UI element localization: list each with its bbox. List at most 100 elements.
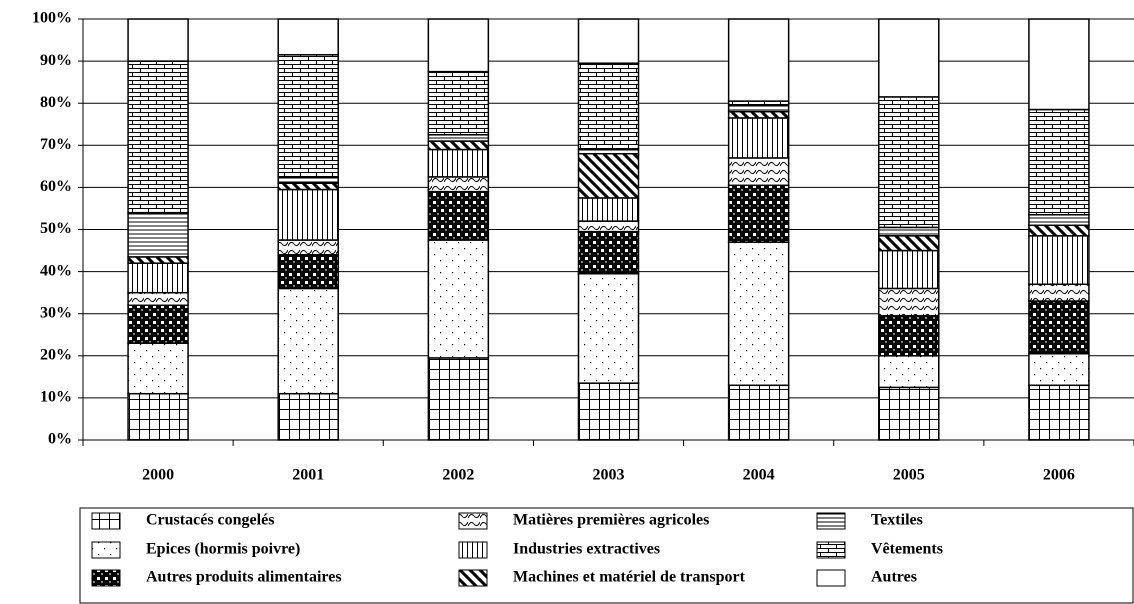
bar-segment (727, 18, 790, 102)
bar-segment (727, 184, 790, 243)
bar-segment (127, 342, 189, 395)
bar-segment (1028, 224, 1090, 237)
bar-segment (1028, 18, 1090, 111)
bar-segment (727, 157, 790, 187)
x-tick-label: 2004 (743, 467, 775, 484)
y-tick-label: 50% (40, 220, 72, 237)
y-tick-label: 80% (40, 94, 72, 111)
bar-segment (427, 140, 490, 151)
y-tick-label: 100% (32, 10, 72, 27)
legend-swatch (91, 512, 121, 530)
bar-segment (1028, 283, 1090, 302)
bar-segment (878, 287, 940, 317)
legend-swatch (816, 569, 846, 587)
y-tick-label: 30% (40, 304, 72, 321)
bar-segment (127, 211, 189, 258)
bar-segment (427, 70, 490, 136)
bar-segment (127, 304, 189, 344)
bar-segment (127, 392, 189, 441)
legend-label: Machines et matériel de transport (513, 569, 746, 586)
bar-segment (127, 60, 189, 214)
bar-segment (277, 239, 339, 256)
bar-segment (277, 176, 339, 184)
y-tick-label: 90% (40, 52, 72, 69)
legend-label: Epices (hormis poivre) (146, 541, 300, 558)
legend-box (79, 507, 1134, 604)
bar-segment (577, 18, 640, 64)
bar-segment (577, 152, 640, 199)
bar-segment (127, 18, 189, 62)
legend-swatch (458, 541, 488, 559)
bar-segment (577, 230, 640, 275)
bar-segment (427, 239, 490, 359)
bar-segment (277, 287, 339, 395)
legend-swatch (91, 541, 121, 559)
bar-segment (277, 254, 339, 290)
bar-segment (277, 392, 339, 441)
bar-segment (878, 315, 940, 357)
y-tick-label: 60% (40, 178, 72, 195)
y-tick-label: 40% (40, 262, 72, 279)
bar-segment (727, 110, 790, 119)
legend-label: Autres produits alimentaires (146, 569, 342, 586)
x-tick-label: 2001 (292, 467, 324, 484)
bar-segment (878, 235, 940, 252)
legend-label: Textiles (871, 512, 923, 529)
bar-segment (878, 96, 940, 229)
bar-segment (878, 386, 940, 441)
x-tick-label: 2006 (1043, 467, 1075, 484)
legend-swatch (816, 512, 846, 530)
bar-segment (277, 182, 339, 191)
x-tick-label: 2002 (442, 467, 474, 484)
bar-segment (727, 117, 790, 159)
y-tick-label: 10% (40, 389, 72, 406)
bar-segment (727, 241, 790, 387)
bar-segment (277, 188, 339, 241)
legend-swatch (458, 569, 488, 587)
bar-segment (1028, 214, 1090, 227)
bar-segment (127, 291, 189, 307)
bar-segment (427, 18, 490, 73)
bar-segment (127, 262, 189, 294)
bar-segment (1028, 235, 1090, 285)
bar-segment (1028, 108, 1090, 216)
bar-segment (577, 62, 640, 151)
bar-segment (1028, 384, 1090, 441)
bar-segment (427, 148, 490, 178)
y-tick-label: 0% (48, 431, 72, 448)
bar-segment (577, 272, 640, 384)
legend-label: Matières premières agricoles (513, 512, 709, 529)
bar-segment (878, 18, 940, 98)
bar-segment (427, 176, 490, 193)
bar-segment (277, 54, 339, 178)
bar-segment (577, 197, 640, 222)
x-tick-label: 2000 (142, 467, 174, 484)
legend-label: Crustacés congelés (146, 512, 274, 529)
bar-segment (727, 104, 790, 113)
legend-label: Autres (871, 569, 917, 586)
bar-segment (127, 256, 189, 264)
x-tick-label: 2003 (593, 467, 625, 484)
bar-segment (727, 384, 790, 441)
legend-swatch (816, 541, 846, 559)
bar-segment (878, 355, 940, 389)
bar-segment (427, 134, 490, 142)
legend-swatch (91, 569, 121, 587)
legend-swatch (458, 512, 488, 530)
legend-label: Industries extractives (513, 541, 660, 558)
bar-segment (577, 220, 640, 233)
bar-segment (427, 357, 490, 441)
y-tick-label: 70% (40, 136, 72, 153)
bar-segment (277, 18, 339, 56)
bar-segment (1028, 300, 1090, 355)
bar-segment (577, 382, 640, 441)
bar-segment (878, 249, 940, 290)
bar-segment (427, 190, 490, 241)
y-tick-label: 20% (40, 346, 72, 363)
legend-label: Vêtements (871, 541, 943, 558)
bar-segment (1028, 352, 1090, 387)
bar-segment (878, 226, 940, 237)
x-tick-label: 2005 (893, 467, 925, 484)
